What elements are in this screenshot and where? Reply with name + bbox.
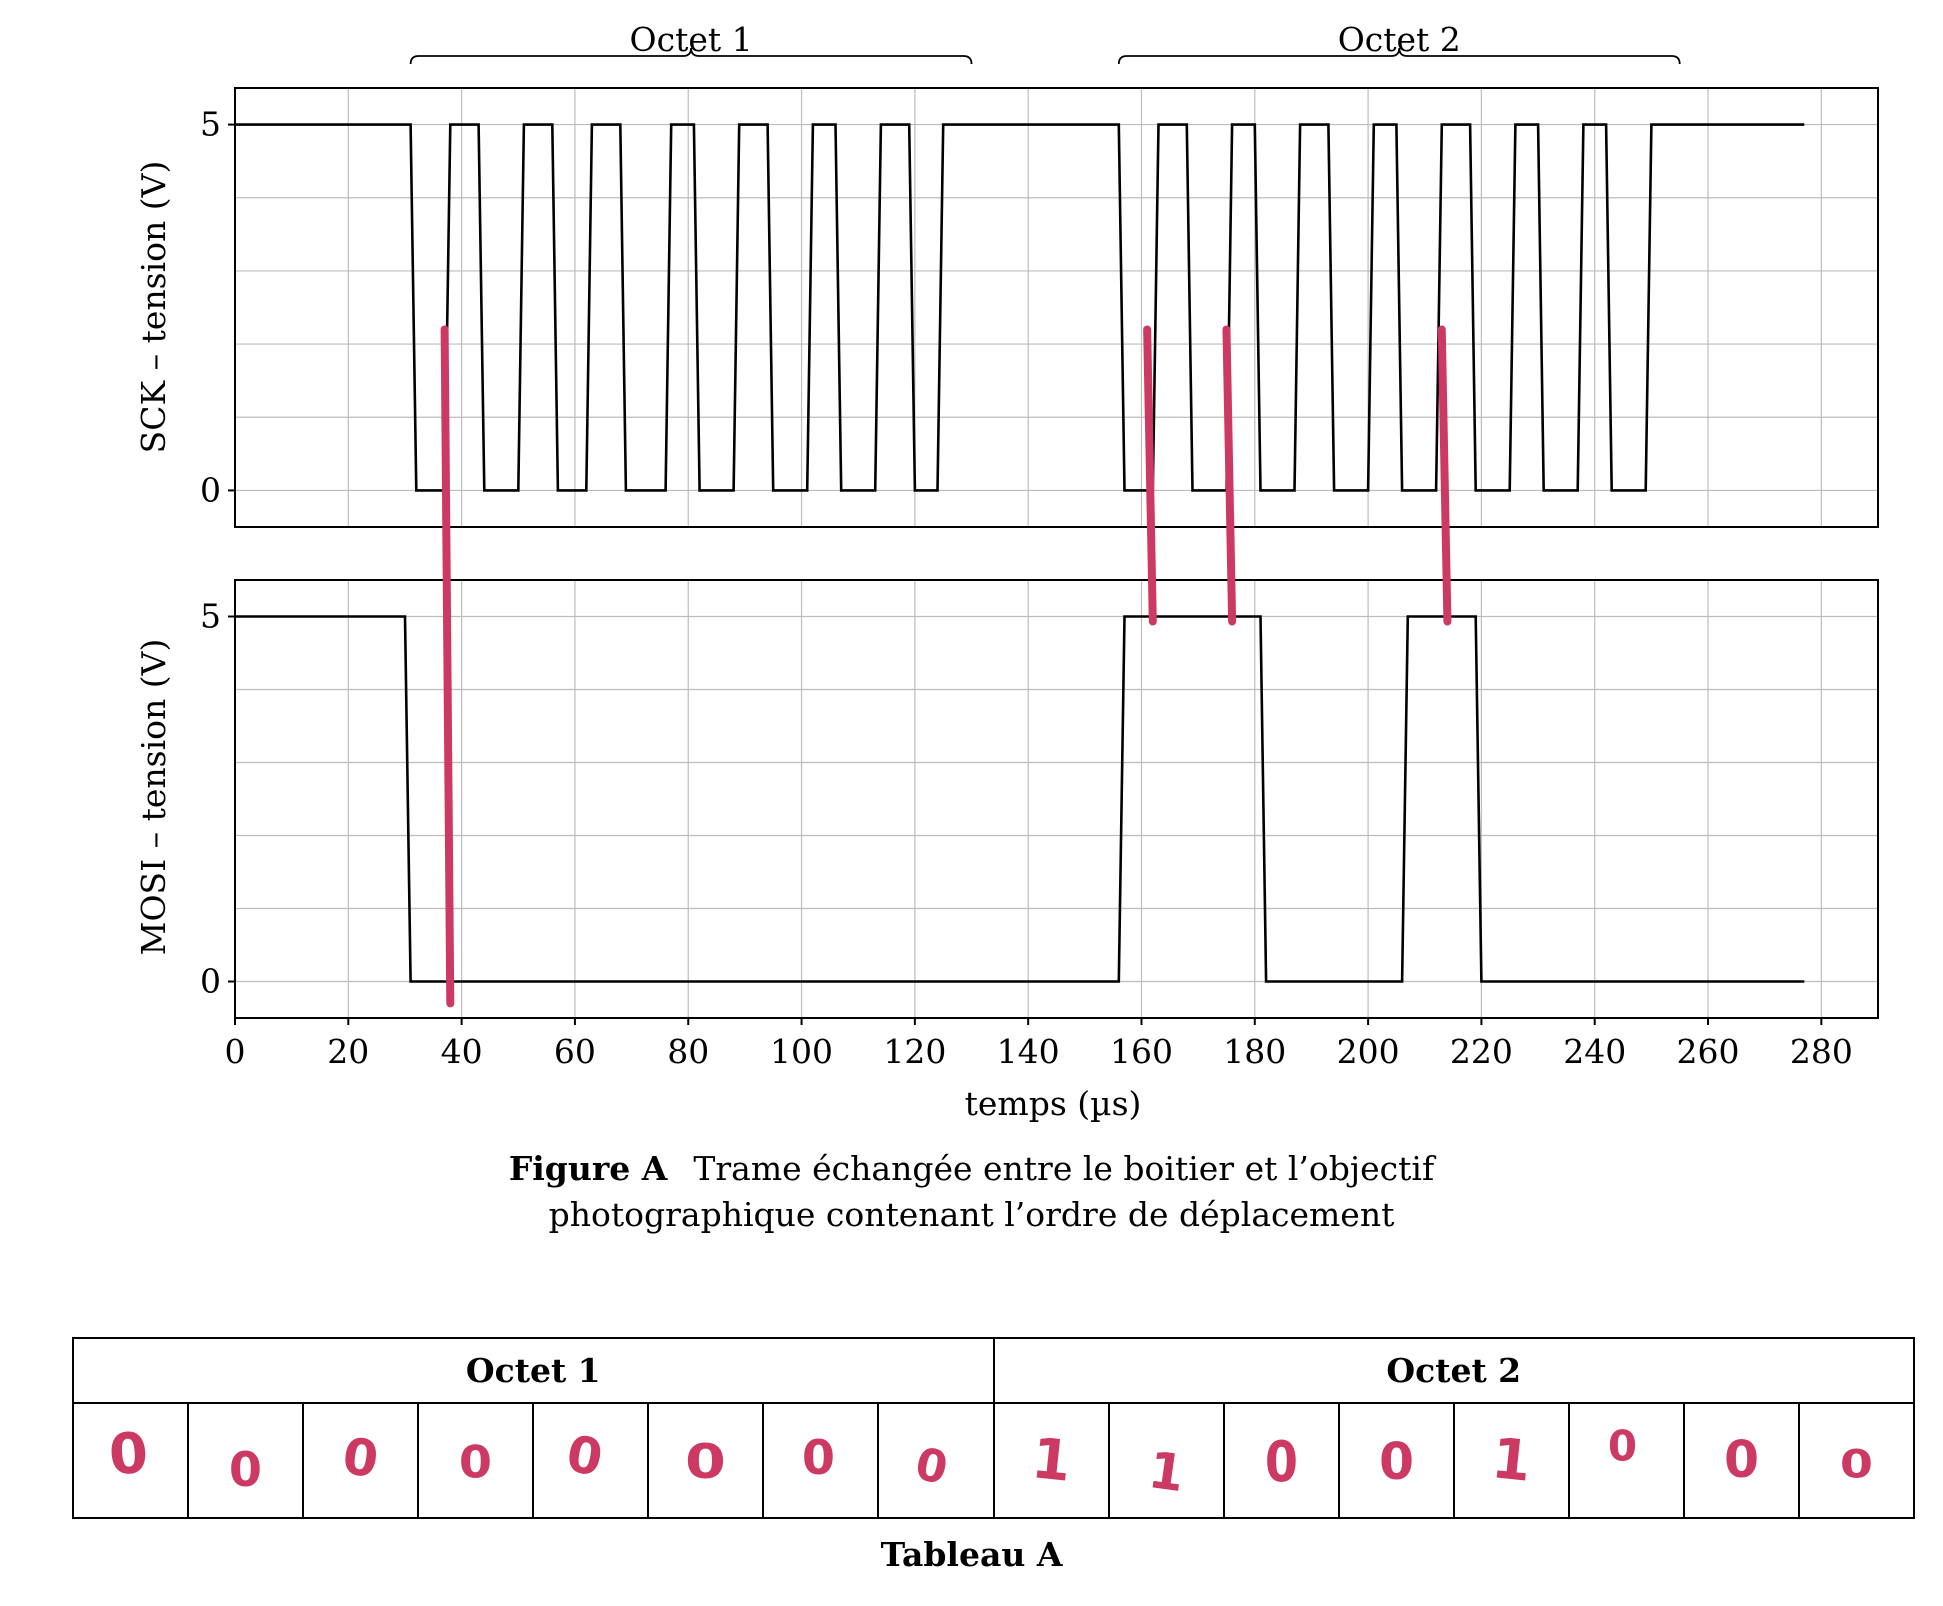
sck-panel-frame [234, 87, 1879, 528]
mosi-y-axis-label: MOSI – tension (V) [134, 639, 173, 956]
x-tick-label: 60 [554, 1032, 596, 1071]
bit-cell: 0 [762, 1402, 880, 1519]
x-tick-label: 260 [1677, 1032, 1740, 1071]
bit-value: 0 [685, 1434, 727, 1491]
table-header-row: Octet 1 Octet 2 [72, 1337, 1915, 1404]
bit-cell: 0 [877, 1402, 995, 1519]
bit-value: 0 [229, 1442, 263, 1499]
bit-cell: 1 [992, 1402, 1110, 1519]
x-tick-label: 220 [1450, 1032, 1513, 1071]
bit-cell: 0 [1682, 1402, 1800, 1519]
octet-brace [409, 47, 973, 65]
marker-line [440, 325, 455, 1008]
timing-chart: 0 5 0 5 0 20 40 60 80 100 120 140 160 180 200 220 240 260… [134, 20, 1879, 1123]
x-tick-label: 20 [327, 1032, 369, 1071]
x-tick-label: 180 [1223, 1032, 1286, 1071]
bit-value: 0 [459, 1436, 493, 1489]
axis-ticks: 0 5 0 5 0 20 40 60 80 100 120 140 160 180 200 220 240 260… [200, 105, 1853, 1071]
bit-value: 0 [1264, 1430, 1298, 1495]
x-tick-label: 240 [1563, 1032, 1626, 1071]
octet-brace [1117, 47, 1681, 65]
x-tick-label: 40 [441, 1032, 483, 1071]
figure-label: Figure A [508, 1149, 668, 1188]
x-tick-label: 160 [1110, 1032, 1173, 1071]
x-tick-label: 120 [883, 1032, 946, 1071]
x-tick-label: 280 [1790, 1032, 1853, 1071]
handwritten-markers [440, 325, 1452, 1008]
bit-cell: 0 [71, 1402, 190, 1519]
marker-line [1222, 325, 1237, 626]
caption-line-2: photographique contenant l’ordre de dépl… [548, 1195, 1395, 1234]
y-tick-label: 5 [200, 597, 221, 636]
bit-cell: 0 [647, 1402, 765, 1519]
bit-value: 0 [339, 1427, 383, 1490]
bit-value: 0 [106, 1420, 151, 1489]
bit-cell: 1 [1452, 1402, 1570, 1519]
bit-value: 1 [1488, 1426, 1535, 1495]
octet-2-header: Octet 2 [992, 1337, 1915, 1404]
marker-line [1437, 325, 1452, 626]
octet-label: Octet 1 [630, 20, 753, 59]
bit-value: 0 [911, 1437, 953, 1496]
bit-value: 0 [1839, 1441, 1874, 1488]
x-tick-label: 80 [667, 1032, 709, 1071]
octet-braces: Octet 1 Octet 2 [409, 20, 1681, 65]
mosi-panel-frame [234, 579, 1879, 1019]
bit-value: 1 [1144, 1441, 1188, 1504]
bit-cell: 0 [1222, 1402, 1340, 1519]
caption-line-1: Trame échangée entre le boitier et l’obj… [693, 1149, 1435, 1188]
table-title: Tableau A [880, 1535, 1063, 1574]
sck-y-axis-label: SCK – tension (V) [134, 161, 173, 454]
x-tick-label: 140 [997, 1032, 1060, 1071]
bit-cell: 0 [302, 1402, 420, 1519]
x-tick-label: 0 [225, 1032, 246, 1071]
bits-table: Octet 1 Octet 2 0 0 0 0 0 0 0 0 1 1 0 0 … [71, 1337, 1916, 1519]
mosi-signal-line [235, 615, 1805, 983]
bit-value: 0 [1378, 1433, 1414, 1492]
bit-value: 0 [562, 1424, 608, 1489]
panel-frames [234, 87, 1879, 1019]
octet-label: Octet 2 [1338, 20, 1461, 59]
table-row: 0 0 0 0 0 0 0 0 1 1 0 0 1 0 0 0 [71, 1402, 1916, 1519]
bit-cell: 0 [1567, 1402, 1685, 1519]
signal-series [235, 123, 1805, 983]
bit-cell: 0 [532, 1402, 650, 1519]
bit-value: 0 [1723, 1431, 1759, 1490]
bit-cell: 1 [1107, 1402, 1225, 1519]
figure-caption: Figure A Trame échangée entre le boitier … [0, 1146, 1943, 1238]
x-axis-label: temps (µs) [965, 1084, 1142, 1123]
y-tick-label: 5 [200, 105, 221, 144]
x-tick-label: 200 [1337, 1032, 1400, 1071]
y-tick-label: 0 [200, 962, 221, 1001]
sck-signal-line [235, 123, 1805, 492]
x-tick-label: 100 [770, 1032, 833, 1071]
bit-cell: 0 [1337, 1402, 1455, 1519]
bit-cell: 0 [187, 1402, 305, 1519]
octet-1-header: Octet 1 [72, 1337, 995, 1404]
bit-value: 0 [802, 1430, 836, 1487]
bit-value: 0 [1607, 1422, 1637, 1471]
bit-value: 1 [1028, 1426, 1074, 1495]
bit-cell: 0 [1797, 1402, 1916, 1519]
marker-line [1143, 325, 1157, 626]
y-tick-label: 0 [200, 470, 221, 509]
bit-cell: 0 [417, 1402, 535, 1519]
grid-lines [234, 88, 1878, 1018]
